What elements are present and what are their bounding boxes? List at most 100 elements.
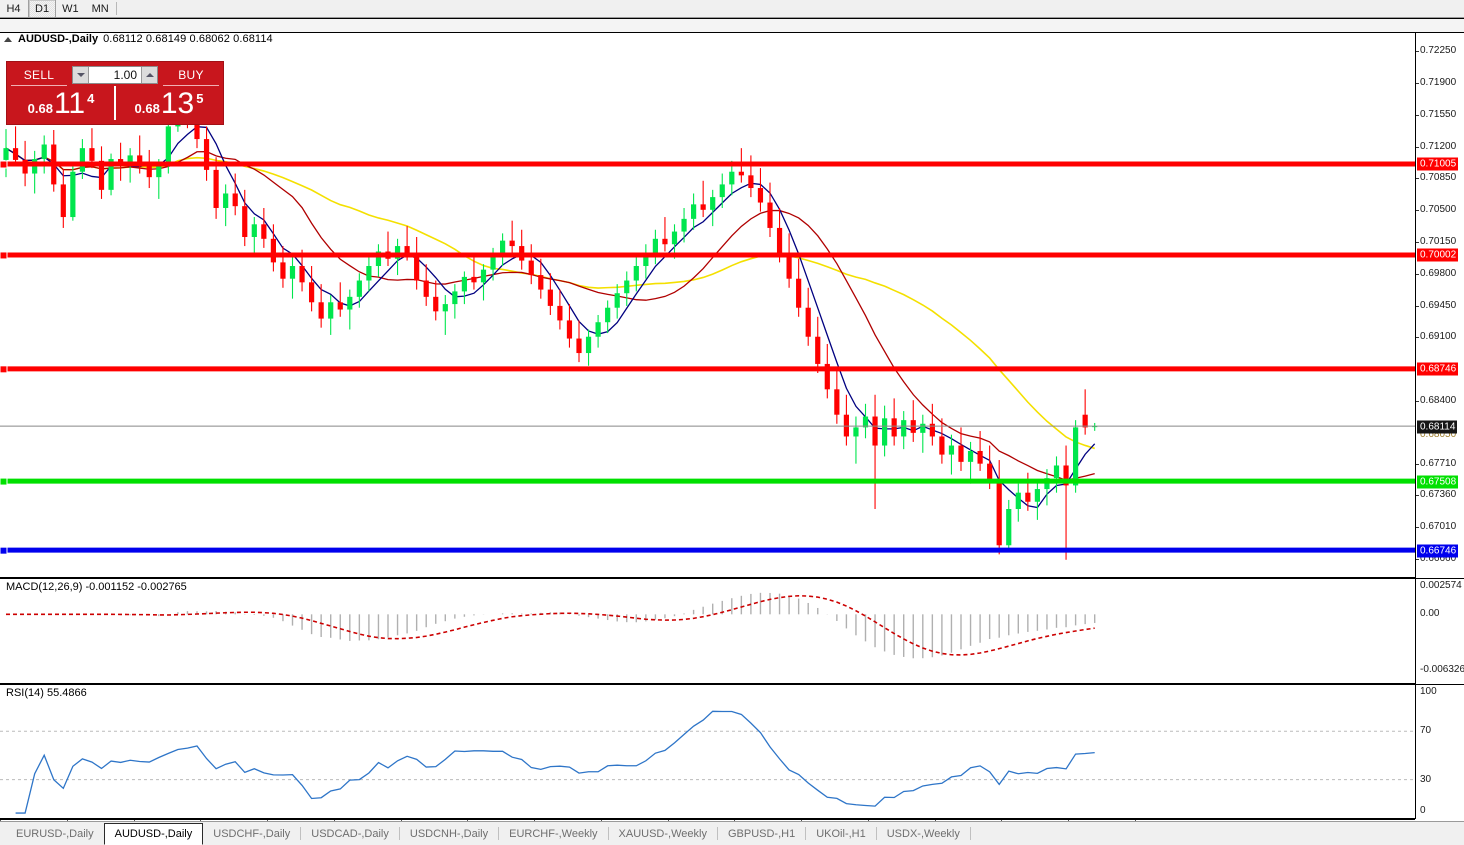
price-tick-mark	[1416, 463, 1419, 465]
chart-frame: AUDUSD-,Daily 0.68112 0.68149 0.68062 0.…	[0, 18, 1464, 839]
price-tick-label: 0.66660	[1420, 552, 1457, 564]
macd-tick-label: 0.002574	[1420, 580, 1462, 591]
sell-price-fraction: 4	[87, 91, 95, 106]
rsi-tick-label: 0	[1420, 805, 1426, 816]
oct-divider	[114, 86, 116, 120]
price-tick-mark	[1416, 305, 1419, 307]
price-tick-mark	[1416, 400, 1419, 402]
chart-header: AUDUSD-,Daily 0.68112 0.68149 0.68062 0.…	[4, 33, 273, 45]
buy-price-fraction: 5	[196, 91, 204, 106]
chart-tab[interactable]: USDCAD-,Daily	[311, 827, 389, 840]
rsi-tick-label: 70	[1420, 725, 1432, 736]
scale-separator	[1416, 684, 1464, 685]
macd-label: MACD(12,26,9) -0.001152 -0.002765	[4, 581, 189, 593]
buy-price-display[interactable]: 0.68 13 5	[119, 86, 219, 120]
tab-separator	[716, 827, 718, 840]
chevron-down-icon	[76, 73, 85, 77]
oct-price-row: 0.68 11 4 0.68 13 5	[7, 86, 223, 124]
price-tick-label-occluded: 0.68050	[1420, 428, 1457, 440]
price-level-label-black[interactable]: 0.68114	[1417, 420, 1458, 434]
macd-tick-label: 0.00	[1420, 608, 1440, 619]
timeframe-w1[interactable]: W1	[62, 2, 79, 15]
volume-increase-button[interactable]	[141, 67, 157, 83]
timeframe-d1[interactable]: D1	[28, 0, 57, 17]
price-tick-label: 0.69450	[1420, 299, 1457, 311]
price-tick-label: 0.69800	[1420, 267, 1457, 279]
volume-stepper[interactable]: 1.00	[72, 66, 158, 84]
buy-price-prefix: 0.68	[134, 101, 160, 116]
price-level-label-green[interactable]: 0.67508	[1417, 475, 1459, 489]
collapse-arrow-icon[interactable]	[4, 36, 12, 42]
price-tick-label: 0.68400	[1420, 394, 1457, 406]
chart-tab[interactable]: EURUSD-,Daily	[16, 827, 94, 840]
tab-separator	[607, 827, 609, 840]
sell-price-prefix: 0.68	[27, 101, 53, 116]
chart-tab[interactable]: GBPUSD-,H1	[727, 827, 796, 840]
timeframe-toolbar: H4 D1 W1 MN	[0, 0, 1464, 18]
price-scale[interactable]: 0.72250 0.71900 0.71550 0.71200 0.70850 0.705…	[1415, 33, 1464, 819]
price-tick-mark	[1416, 527, 1419, 529]
rsi-tick-label: 30	[1420, 774, 1432, 785]
chart-tab[interactable]: UKOil-,H1	[816, 827, 866, 840]
price-chart-svg	[0, 69, 1415, 560]
price-tick-label: 0.71200	[1420, 140, 1457, 152]
chart-tab-active[interactable]: AUDUSD-,Daily	[103, 822, 204, 845]
chart-top-strip	[0, 19, 1464, 33]
buy-button[interactable]: BUY	[163, 65, 219, 86]
price-tick-mark	[1416, 146, 1419, 148]
price-tick-mark	[1416, 337, 1419, 339]
price-tick-label: 0.71900	[1420, 76, 1457, 88]
oct-top-row: SELL 1.00 BUY	[7, 62, 223, 86]
timeframe-h4[interactable]: H4	[6, 2, 21, 15]
price-tick-label: 0.67010	[1420, 521, 1457, 533]
rsi-tick-label: 100	[1420, 686, 1437, 697]
price-level-label-red[interactable]: 0.71005	[1417, 157, 1459, 171]
price-tick-label: 0.67360	[1420, 489, 1457, 501]
macd-tick-label: -0.006326	[1420, 664, 1464, 675]
price-tick-mark	[1416, 273, 1419, 275]
volume-decrease-button[interactable]	[73, 67, 89, 83]
price-pane[interactable]	[0, 33, 1415, 578]
price-tick-label: 0.70150	[1420, 235, 1457, 247]
rsi-label: RSI(14) 55.4866	[4, 687, 89, 699]
price-level-label-red[interactable]: 0.68746	[1417, 362, 1459, 376]
timeframe-mn[interactable]: MN	[91, 2, 109, 15]
price-tick-label: 0.69100	[1420, 331, 1457, 343]
price-level-label-red[interactable]: 0.70002	[1417, 248, 1459, 262]
price-tick-mark	[1416, 178, 1419, 180]
sell-price-main: 11	[53, 87, 86, 121]
volume-input[interactable]: 1.00	[113, 68, 137, 82]
price-tick-mark	[1416, 495, 1419, 497]
price-tick-mark	[1416, 558, 1419, 560]
tab-separator	[805, 827, 807, 840]
price-tick-mark	[1416, 82, 1419, 84]
macd-chart-svg	[6, 592, 1096, 659]
price-tick-label: 0.70850	[1420, 172, 1457, 184]
rsi-chart-svg	[0, 710, 1415, 814]
chart-tab[interactable]: USDCNH-,Daily	[409, 827, 489, 840]
rsi-pane[interactable]: RSI(14) 55.4866	[0, 684, 1415, 819]
chart-symbol-label: AUDUSD-,Daily	[18, 33, 99, 45]
chart-tab[interactable]: XAUUSD-,Weekly	[618, 827, 707, 840]
tab-separator	[300, 827, 302, 840]
price-tick-mark	[1416, 114, 1419, 116]
chart-tab-bar: EURUSD-,Daily AUDUSD-,Daily USDCHF-,Daily U…	[0, 821, 1464, 845]
chart-tab[interactable]: EURCHF-,Weekly	[509, 827, 598, 840]
chart-tab[interactable]: USDX-,Weekly	[886, 827, 960, 840]
chart-tab[interactable]: USDCHF-,Daily	[213, 827, 291, 840]
price-level-label-blue[interactable]: 0.66746	[1417, 544, 1459, 558]
macd-pane[interactable]: MACD(12,26,9) -0.001152 -0.002765	[0, 578, 1415, 684]
price-tick-mark	[1416, 241, 1419, 243]
price-tick-label: 0.71550	[1420, 108, 1457, 120]
tab-separator	[498, 827, 500, 840]
tab-separator	[398, 827, 400, 840]
price-tick-label: 0.67710	[1420, 457, 1457, 469]
sell-price-display[interactable]: 0.68 11 4	[11, 86, 111, 120]
tab-separator	[875, 827, 877, 840]
sell-button[interactable]: SELL	[11, 65, 67, 86]
chart-ohlc-values: 0.68112 0.68149 0.68062 0.68114	[103, 33, 273, 45]
price-tick-mark	[1416, 210, 1419, 212]
price-tick-label: 0.72250	[1420, 45, 1457, 57]
one-click-trading-panel[interactable]: SELL 1.00 BUY 0.68 11 4 0.68 13	[6, 61, 224, 125]
